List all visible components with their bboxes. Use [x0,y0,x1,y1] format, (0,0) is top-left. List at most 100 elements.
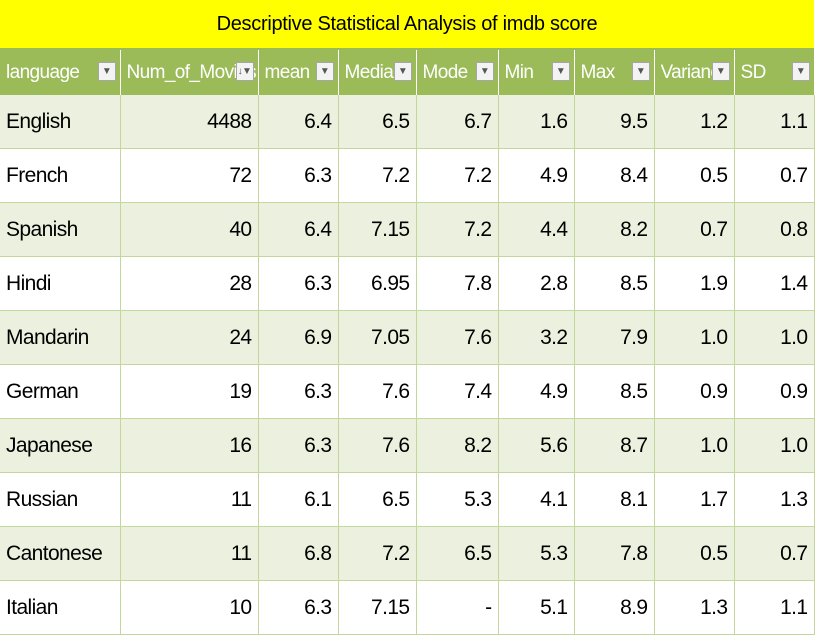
cell-variance[interactable]: 1.7 [654,472,735,527]
cell-sd[interactable]: 0.7 [734,526,815,581]
cell-median[interactable]: 6.5 [338,95,417,149]
cell-median[interactable]: 7.15 [338,202,417,257]
cell-mode[interactable]: 7.4 [416,364,499,419]
cell-variance[interactable]: 1.2 [654,95,735,149]
cell-max[interactable]: 8.4 [574,148,655,203]
cell-min[interactable]: 4.4 [498,202,575,257]
column-header-mean[interactable]: mean ▼ [258,50,339,95]
cell-variance[interactable]: 0.9 [654,364,735,419]
filter-dropdown-icon[interactable]: ▼ [631,62,650,81]
cell-median[interactable]: 7.05 [338,310,417,365]
cell-mean[interactable]: 6.4 [258,202,339,257]
cell-variance[interactable]: 0.5 [654,526,735,581]
column-header-mode[interactable]: Mode ▼ [416,50,499,95]
cell-language[interactable]: Italian [0,580,121,635]
cell-num-of-movies[interactable]: 11 [120,526,259,581]
filter-dropdown-icon[interactable]: ▼ [551,62,570,81]
cell-max[interactable]: 7.9 [574,310,655,365]
cell-num-of-movies[interactable]: 4488 [120,95,259,149]
filter-dropdown-icon[interactable]: ▼ [315,62,334,81]
cell-min[interactable]: 4.9 [498,148,575,203]
cell-num-of-movies[interactable]: 24 [120,310,259,365]
cell-median[interactable]: 6.95 [338,256,417,311]
cell-sd[interactable]: 1.0 [734,418,815,473]
cell-min[interactable]: 4.9 [498,364,575,419]
cell-median[interactable]: 6.5 [338,472,417,527]
cell-language[interactable]: English [0,95,121,149]
cell-language[interactable]: Mandarin [0,310,121,365]
cell-variance[interactable]: 1.0 [654,310,735,365]
cell-max[interactable]: 9.5 [574,95,655,149]
cell-num-of-movies[interactable]: 40 [120,202,259,257]
cell-mean[interactable]: 6.3 [258,418,339,473]
cell-sd[interactable]: 1.0 [734,310,815,365]
cell-mean[interactable]: 6.3 [258,580,339,635]
cell-max[interactable]: 8.9 [574,580,655,635]
cell-max[interactable]: 8.1 [574,472,655,527]
cell-median[interactable]: 7.6 [338,364,417,419]
cell-num-of-movies[interactable]: 16 [120,418,259,473]
cell-variance[interactable]: 0.5 [654,148,735,203]
cell-language[interactable]: German [0,364,121,419]
cell-mode[interactable]: - [416,580,499,635]
cell-variance[interactable]: 0.7 [654,202,735,257]
cell-variance[interactable]: 1.3 [654,580,735,635]
cell-mean[interactable]: 6.4 [258,95,339,149]
column-header-min[interactable]: Min ▼ [498,50,575,95]
cell-mean[interactable]: 6.8 [258,526,339,581]
cell-sd[interactable]: 0.7 [734,148,815,203]
filter-dropdown-icon[interactable]: ▼ [393,62,412,81]
column-header-median[interactable]: Median ▼ [338,50,417,95]
filter-dropdown-icon[interactable]: ▼ [791,62,810,81]
cell-mode[interactable]: 8.2 [416,418,499,473]
cell-min[interactable]: 2.8 [498,256,575,311]
cell-mean[interactable]: 6.1 [258,472,339,527]
cell-sd[interactable]: 0.9 [734,364,815,419]
column-header-num-of-movies[interactable]: Num_of_Movies ↓▼ [120,50,259,95]
cell-mode[interactable]: 7.8 [416,256,499,311]
column-header-max[interactable]: Max ▼ [574,50,655,95]
cell-mean[interactable]: 6.9 [258,310,339,365]
cell-mode[interactable]: 6.7 [416,95,499,149]
cell-max[interactable]: 8.5 [574,364,655,419]
column-header-sd[interactable]: SD ▼ [734,50,815,95]
cell-mean[interactable]: 6.3 [258,148,339,203]
cell-sd[interactable]: 0.8 [734,202,815,257]
cell-sd[interactable]: 1.3 [734,472,815,527]
cell-num-of-movies[interactable]: 19 [120,364,259,419]
cell-language[interactable]: Spanish [0,202,121,257]
cell-variance[interactable]: 1.0 [654,418,735,473]
cell-max[interactable]: 7.8 [574,526,655,581]
cell-mode[interactable]: 7.2 [416,202,499,257]
cell-sd[interactable]: 1.1 [734,95,815,149]
cell-median[interactable]: 7.15 [338,580,417,635]
cell-mode[interactable]: 7.2 [416,148,499,203]
column-header-variance[interactable]: Variance ▼ [654,50,735,95]
filter-dropdown-icon[interactable]: ▼ [711,62,730,81]
cell-num-of-movies[interactable]: 28 [120,256,259,311]
cell-max[interactable]: 8.5 [574,256,655,311]
cell-language[interactable]: French [0,148,121,203]
filter-dropdown-icon[interactable]: ▼ [475,62,494,81]
cell-sd[interactable]: 1.1 [734,580,815,635]
cell-num-of-movies[interactable]: 10 [120,580,259,635]
cell-min[interactable]: 5.1 [498,580,575,635]
cell-variance[interactable]: 1.9 [654,256,735,311]
cell-median[interactable]: 7.2 [338,526,417,581]
cell-min[interactable]: 5.3 [498,526,575,581]
cell-min[interactable]: 4.1 [498,472,575,527]
cell-mean[interactable]: 6.3 [258,256,339,311]
cell-mode[interactable]: 7.6 [416,310,499,365]
cell-mean[interactable]: 6.3 [258,364,339,419]
filter-dropdown-icon[interactable]: ▼ [97,62,116,81]
cell-language[interactable]: Japanese [0,418,121,473]
cell-median[interactable]: 7.2 [338,148,417,203]
cell-num-of-movies[interactable]: 11 [120,472,259,527]
cell-language[interactable]: Cantonese [0,526,121,581]
cell-sd[interactable]: 1.4 [734,256,815,311]
cell-language[interactable]: Hindi [0,256,121,311]
cell-num-of-movies[interactable]: 72 [120,148,259,203]
cell-max[interactable]: 8.2 [574,202,655,257]
cell-max[interactable]: 8.7 [574,418,655,473]
cell-min[interactable]: 5.6 [498,418,575,473]
